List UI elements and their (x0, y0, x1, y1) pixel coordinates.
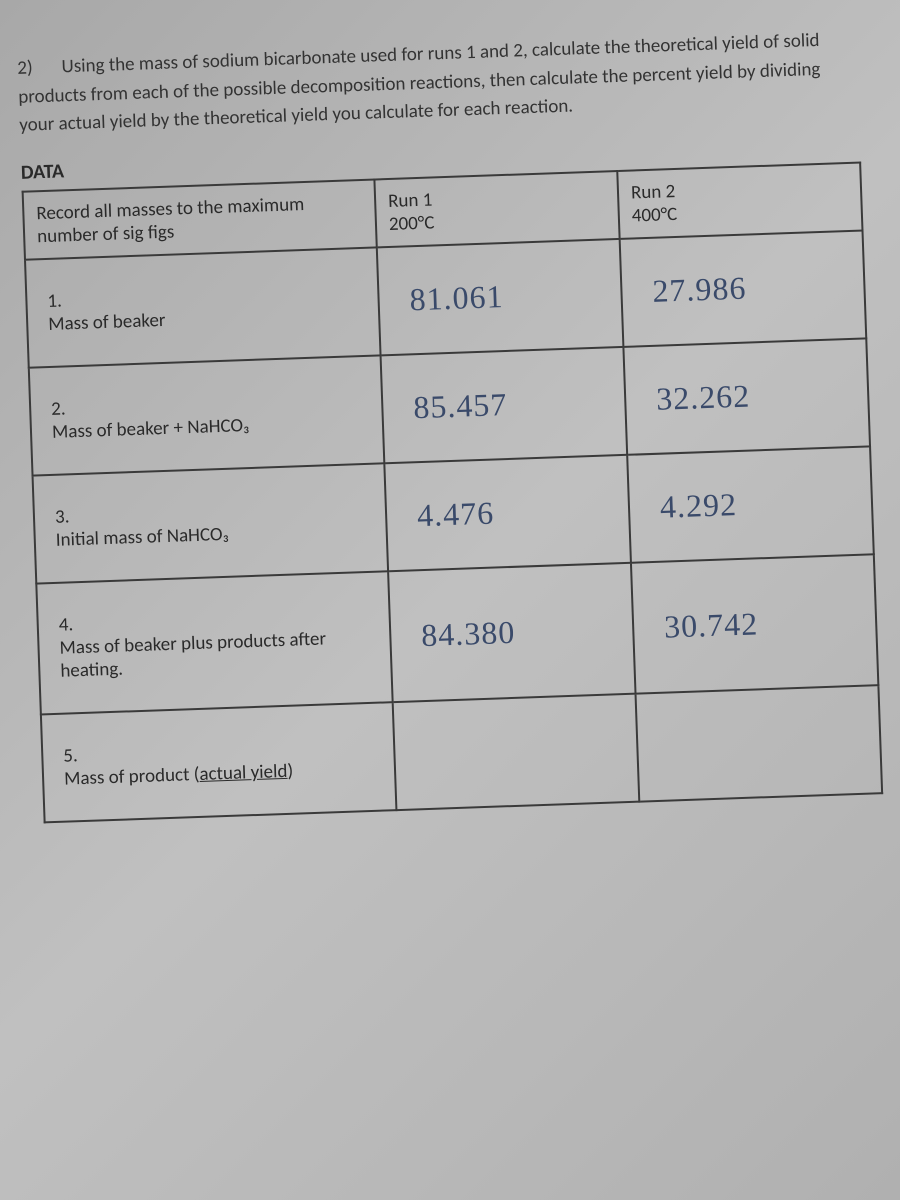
question-number: 2) (17, 53, 58, 83)
row-label-cell: 5. Mass of product (actual yield) (41, 702, 397, 822)
row-label-cell: 4. Mass of beaker plus products after he… (36, 571, 392, 714)
row-label-cell: 1. Mass of beaker (25, 247, 381, 367)
row-run1-value: 85.457 (380, 346, 627, 462)
run2-header-cell: Run 2 400°C (617, 162, 862, 238)
row-label-text: Mass of beaker + NaHCO₃ (52, 410, 339, 443)
row-label-cell: 3. Initial mass of NaHCO₃ (33, 463, 389, 583)
row-run1-value: 84.380 (388, 562, 635, 701)
row-label-text: Mass of beaker (48, 302, 335, 335)
data-table: Record all masses to the maximum number … (22, 161, 884, 823)
row-run1-value: 81.061 (377, 238, 624, 354)
run1-header-cell: Run 1 200°C (374, 171, 619, 247)
row-number: 5. (63, 743, 92, 767)
run1-label: Run 1 (388, 188, 433, 213)
row-run2-value: 4.292 (627, 446, 874, 562)
row-number: 1. (47, 289, 76, 313)
row-label-text: Initial mass of NaHCO₃ (55, 518, 342, 551)
row-label-text: Mass of beaker plus products after heati… (59, 626, 346, 682)
row-number: 3. (55, 504, 84, 528)
row-run2-value: 27.986 (620, 230, 867, 346)
row-run2-value: 32.262 (623, 338, 870, 454)
row-run1-value (393, 693, 640, 809)
row-run2-value: 30.742 (631, 554, 878, 693)
header-instruction: Record all masses to the maximum number … (36, 192, 305, 247)
question-text: 2) Using the mass of sodium bicarbonate … (17, 26, 859, 141)
row-run1-value: 4.476 (384, 454, 631, 570)
run2-label: Run 2 (631, 180, 676, 205)
row-number: 2. (51, 396, 80, 420)
row-label-cell: 2. Mass of beaker + NaHCO₃ (29, 355, 385, 475)
question-body: Using the mass of sodium bicarbonate use… (18, 29, 821, 137)
header-instruction-cell: Record all masses to the maximum number … (23, 179, 377, 259)
row-number: 4. (58, 612, 87, 636)
row-label-text: Mass of product (actual yield) (64, 757, 351, 790)
row-run2-value (635, 685, 882, 801)
